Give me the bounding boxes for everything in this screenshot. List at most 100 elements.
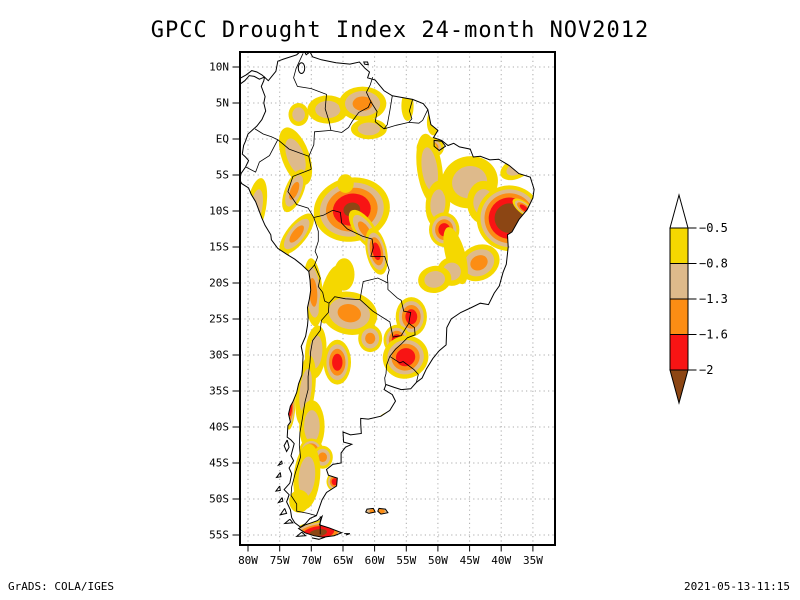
- lat-tick-label-5S: 5S: [216, 169, 229, 182]
- legend-label--1.6: −1.6: [699, 328, 728, 342]
- country-border: [313, 217, 319, 266]
- lon-tick-label-65W: 65W: [333, 554, 353, 567]
- legend-label--0.5: −0.5: [699, 221, 728, 235]
- legend-arrow-top: [669, 193, 689, 229]
- country-border: [328, 296, 361, 304]
- country-border: [408, 99, 413, 123]
- coastline-tierra-del-fuego: [297, 514, 344, 538]
- coastline-detail: [279, 508, 288, 516]
- coastline-detail: [295, 531, 307, 538]
- feature-peru-andes-north: [282, 169, 307, 213]
- coastline-detail: [274, 485, 281, 492]
- country-border: [313, 209, 390, 284]
- lat-tick-label-5N: 5N: [216, 97, 229, 110]
- lon-tick-label-75W: 75W: [270, 554, 290, 567]
- lat-tick-label-55S: 55S: [209, 529, 229, 542]
- lat-tick-label-20S: 20S: [209, 277, 229, 290]
- coastline-detail: [275, 472, 282, 479]
- feature-guyana-border: [338, 86, 387, 121]
- coastline-detail: [283, 439, 290, 453]
- coastline-detail: [311, 536, 326, 540]
- coastline-detail: [283, 518, 294, 525]
- legend-band-red: [669, 334, 689, 371]
- map-frame: [239, 51, 556, 546]
- feature-san-juan-red: [323, 339, 351, 385]
- legend-band-orange: [669, 298, 689, 335]
- country-border: [359, 277, 389, 300]
- legend-band-tan: [669, 263, 689, 300]
- legend-band-yellow: [669, 227, 689, 264]
- lon-tick-label-50W: 50W: [428, 554, 448, 567]
- lon-tick-label-70W: 70W: [301, 554, 321, 567]
- lat-tick-label-EQ: EQ: [216, 133, 229, 146]
- lat-tick-label-35S: 35S: [209, 385, 229, 398]
- coastline-falklands: [377, 507, 389, 515]
- feature-venezuela-south: [307, 95, 349, 124]
- country-border: [308, 130, 331, 157]
- map-area: [240, 52, 555, 545]
- lon-tick-label-80W: 80W: [238, 554, 258, 567]
- feature-peru-andes-south: [279, 213, 314, 255]
- lat-tick-label-10S: 10S: [209, 205, 229, 218]
- country-border: [293, 53, 332, 131]
- feature-colombia-east: [288, 103, 309, 126]
- feature-chile-coast-red: [285, 386, 296, 430]
- feature-ceara-coast: [500, 156, 533, 181]
- legend-arrow-bottom: [669, 369, 689, 405]
- country-border: [383, 95, 393, 130]
- plot-title: GPCC Drought Index 24-month NOV2012: [150, 18, 650, 43]
- country-border: [290, 303, 330, 516]
- coastlines: [240, 52, 535, 540]
- country-border: [314, 264, 330, 304]
- country-border: [384, 356, 391, 385]
- coastline-falklands: [365, 507, 376, 514]
- country-border: [330, 101, 372, 133]
- feature-parana-red: [395, 297, 427, 337]
- country-border: [359, 299, 410, 338]
- country-border: [383, 109, 429, 130]
- coastline-mainland: [240, 52, 535, 528]
- legend-label--0.8: −0.8: [699, 257, 728, 271]
- lat-tick-label-15S: 15S: [209, 241, 229, 254]
- lon-tick-label-55W: 55W: [396, 554, 416, 567]
- lon-tick-label-35W: 35W: [523, 554, 543, 567]
- country-border: [370, 101, 385, 130]
- feature-falklands-orange: [358, 504, 396, 519]
- country-border: [387, 283, 412, 324]
- country-border: [389, 322, 416, 357]
- feature-s-patagonia-yellow: [289, 489, 310, 513]
- country-borders: [245, 53, 429, 535]
- axis-labels: 10N 5N EQ 5S 10S 15S 20S 25S 30S 35S 40S 45S 50S 55S 8…: [209, 61, 543, 568]
- drought-shading: [245, 86, 535, 538]
- lake-maracaibo: [297, 62, 306, 75]
- coastline-detail: [276, 460, 283, 467]
- feature-pantanal-east: [418, 265, 452, 294]
- coastline-marajo: [433, 139, 447, 152]
- country-border: [254, 128, 278, 141]
- feature-minas: [458, 244, 500, 282]
- country-border: [287, 168, 315, 218]
- lat-tick-label-50S: 50S: [209, 493, 229, 506]
- country-border: [365, 76, 374, 102]
- feature-bolivia-arm: [365, 227, 388, 275]
- country-border: [245, 139, 279, 173]
- lat-tick-label-25S: 25S: [209, 313, 229, 326]
- grads-credit-text: GrADS: COLA/IGES: [8, 580, 114, 593]
- country-border: [389, 356, 419, 383]
- coastline-detail: [277, 497, 284, 504]
- feature-neuquen-tan: [299, 400, 325, 453]
- feature-roraima: [350, 118, 387, 140]
- country-border: [308, 264, 315, 272]
- lat-tick-label-30S: 30S: [209, 349, 229, 362]
- legend-colorbar: −0.5 −0.8 −1.3 −1.6 −2: [669, 193, 728, 405]
- country-border: [277, 139, 312, 170]
- feature-suriname: [401, 90, 414, 121]
- legend-label--1.3: −1.3: [699, 292, 728, 306]
- timestamp-text: 2021-05-13-11:15: [684, 580, 790, 593]
- legend-label--2: −2: [699, 363, 713, 377]
- feature-buenosaires-coast: [374, 410, 400, 430]
- lon-tick-label-45W: 45W: [460, 554, 480, 567]
- coastline-detail: [344, 533, 351, 536]
